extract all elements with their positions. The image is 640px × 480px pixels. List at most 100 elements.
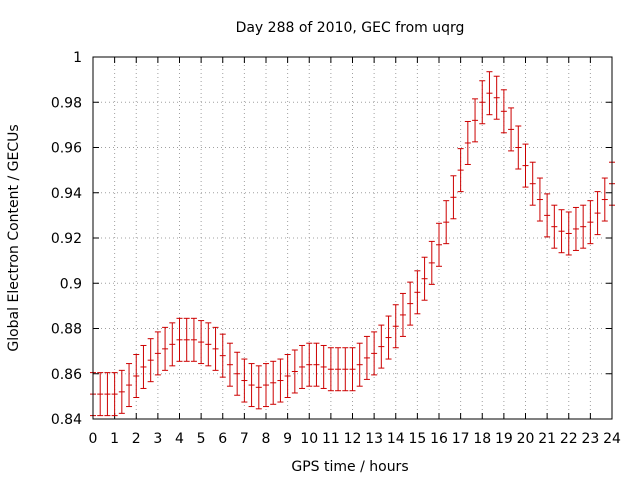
y-tick-label: 0.96	[51, 141, 82, 157]
y-tick-label: 0.98	[51, 95, 82, 111]
data-point	[529, 161, 536, 206]
data-point	[277, 358, 284, 403]
data-point	[551, 204, 558, 249]
data-point	[147, 338, 154, 383]
data-series	[90, 71, 615, 417]
x-tick-label: 9	[283, 431, 292, 447]
data-point	[219, 333, 226, 378]
data-point	[536, 177, 543, 222]
data-point	[392, 304, 399, 349]
data-point	[176, 317, 183, 362]
x-tick-label: 24	[603, 431, 621, 447]
data-point	[335, 347, 342, 392]
data-point	[162, 326, 169, 371]
chart-title: Day 288 of 2010, GEC from uqrg	[236, 20, 465, 36]
data-point	[255, 365, 262, 410]
x-tick-label: 17	[452, 431, 470, 447]
data-point	[342, 347, 349, 392]
data-point	[198, 320, 205, 365]
data-point	[558, 209, 565, 254]
x-tick-label: 3	[153, 431, 162, 447]
data-point	[320, 344, 327, 389]
x-tick-label: 22	[560, 431, 578, 447]
data-point	[306, 342, 313, 387]
data-point	[515, 125, 522, 170]
data-point	[450, 175, 457, 220]
x-tick-label: 20	[517, 431, 535, 447]
data-point	[522, 143, 529, 188]
data-point	[479, 80, 486, 125]
data-point	[126, 363, 133, 408]
data-point	[421, 256, 428, 301]
data-point	[457, 148, 464, 193]
data-point	[349, 347, 356, 392]
x-tick-label: 15	[408, 431, 426, 447]
data-point	[363, 335, 370, 380]
x-tick-label: 10	[300, 431, 318, 447]
data-point	[572, 206, 579, 251]
y-tick-label: 1	[73, 50, 82, 66]
y-tick-label: 0.88	[51, 322, 82, 338]
y-axis-label: Global Electron Content / GECUs	[6, 124, 22, 351]
x-tick-label: 4	[175, 431, 184, 447]
x-tick-label: 14	[387, 431, 405, 447]
data-point	[544, 193, 551, 238]
x-tick-label: 8	[262, 431, 271, 447]
data-point	[414, 270, 421, 315]
plot-frame	[92, 56, 613, 420]
x-tick-label: 13	[365, 431, 383, 447]
x-tick-label: 1	[110, 431, 119, 447]
x-axis-label: GPS time / hours	[291, 459, 408, 475]
y-axis-ticks: 0.84 0.86 0.88 0.9 0.92 0.94 0.96 0.98 1	[51, 50, 612, 428]
data-point	[118, 369, 125, 414]
data-point	[284, 354, 291, 399]
data-point	[212, 326, 219, 371]
data-point	[443, 200, 450, 245]
data-point	[428, 240, 435, 285]
data-point	[154, 331, 161, 376]
data-point	[587, 200, 594, 245]
data-point	[190, 317, 197, 362]
data-point	[378, 324, 385, 369]
data-point	[472, 98, 479, 143]
x-tick-label: 19	[495, 431, 513, 447]
y-tick-label: 0.94	[51, 186, 82, 202]
x-tick-label: 6	[218, 431, 227, 447]
y-tick-label: 0.9	[60, 276, 82, 292]
x-tick-label: 0	[89, 431, 98, 447]
data-point	[263, 363, 269, 408]
data-point	[493, 75, 500, 120]
data-point	[133, 354, 140, 399]
data-point	[241, 358, 248, 403]
data-point	[407, 281, 414, 326]
data-point	[299, 344, 306, 389]
data-point	[436, 222, 442, 267]
data-point	[104, 372, 111, 417]
y-tick-label: 0.84	[51, 412, 82, 428]
data-point	[580, 204, 587, 249]
data-point	[169, 322, 176, 367]
x-tick-label: 12	[344, 431, 362, 447]
data-point	[356, 342, 363, 387]
x-axis-ticks: 0 1 2 3 4 5 6 7 8 9 10 11 12 13 14 15 16 17 18 19 20 21 22 23 24	[89, 57, 621, 447]
data-point	[313, 342, 320, 387]
data-point	[594, 191, 601, 236]
data-point	[183, 317, 190, 362]
x-tick-label: 21	[538, 431, 556, 447]
data-point	[399, 292, 406, 337]
x-tick-label: 11	[322, 431, 340, 447]
data-point	[111, 372, 118, 417]
data-point	[601, 177, 608, 222]
data-point	[508, 107, 515, 152]
x-tick-label: 16	[430, 431, 448, 447]
data-point	[140, 344, 147, 389]
data-point	[97, 372, 104, 417]
data-point	[291, 349, 298, 394]
data-point	[565, 211, 572, 256]
data-point	[205, 322, 212, 367]
x-tick-label: 7	[240, 431, 249, 447]
x-tick-label: 5	[197, 431, 206, 447]
data-point	[226, 342, 233, 387]
data-point	[270, 360, 277, 405]
